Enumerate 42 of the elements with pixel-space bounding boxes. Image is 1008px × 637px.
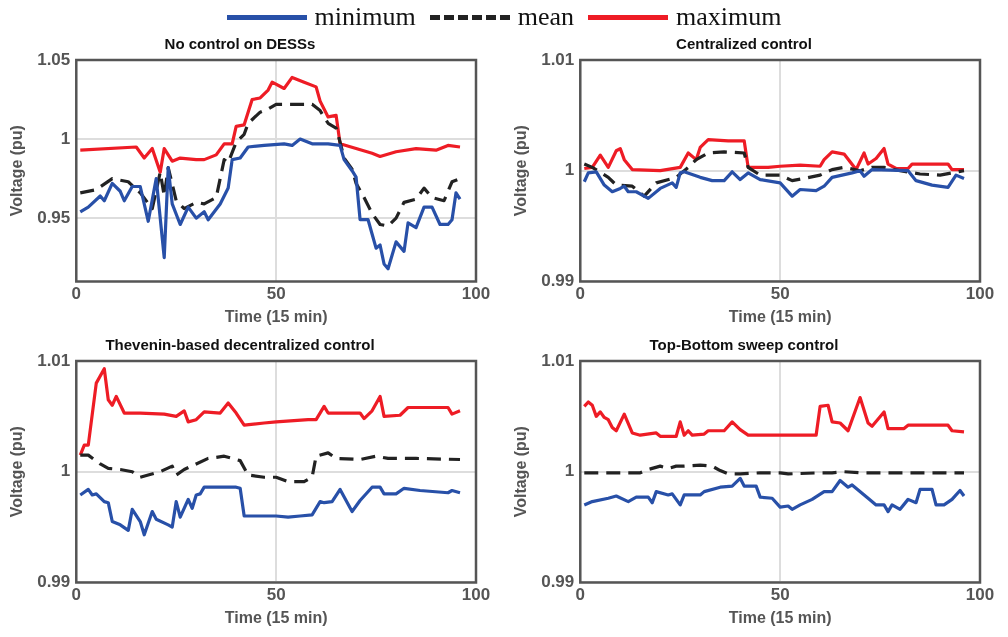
legend-label: maximum [676, 2, 782, 32]
chart-title: No control on DESSs [164, 35, 316, 53]
chart-title: Top-Bottom sweep control [649, 336, 839, 354]
y-axis-title: Voltage (pu) [8, 125, 26, 217]
x-tick-label: 0 [575, 585, 586, 605]
y-axis-title: Voltage (pu) [8, 426, 26, 518]
y-tick-label: 1 [564, 461, 575, 481]
y-tick-label: 1 [60, 128, 71, 148]
y-tick-label: 1 [564, 160, 575, 180]
x-tick-label: 50 [770, 284, 790, 304]
x-axis-title: Time (15 min) [224, 608, 328, 626]
y-tick-label: 1 [60, 461, 71, 481]
x-tick-label: 100 [965, 284, 995, 304]
x-axis-title: Time (15 min) [224, 307, 328, 325]
line-series [78, 451, 462, 484]
line-series [582, 150, 966, 198]
x-tick-label: 100 [461, 585, 491, 605]
y-tick-label: 1.01 [541, 49, 575, 69]
y-tick-label: 0.99 [541, 271, 575, 291]
y-axis-title: Voltage (pu) [512, 125, 530, 217]
y-tick-label: 1.01 [37, 350, 71, 370]
x-axis-title: Time (15 min) [728, 608, 832, 626]
x-tick-label: 0 [575, 284, 586, 304]
chart-title: Centralized control [676, 35, 812, 53]
x-axis-title: Time (15 min) [728, 307, 832, 325]
legend-label: minimum [314, 2, 416, 32]
y-tick-label: 1.01 [541, 350, 575, 370]
x-tick-label: 0 [71, 284, 82, 304]
x-tick-label: 0 [71, 585, 82, 605]
y-tick-label: 0.99 [37, 572, 71, 592]
y-axis-title: Voltage (pu) [512, 426, 530, 518]
y-tick-label: 0.95 [37, 207, 71, 227]
x-tick-label: 50 [770, 585, 790, 605]
x-tick-label: 100 [461, 284, 491, 304]
y-tick-label: 1.05 [37, 49, 71, 69]
legend-label: mean [517, 2, 574, 32]
y-tick-label: 0.99 [541, 572, 575, 592]
chart-title: Thevenin-based decentralized control [105, 336, 375, 354]
line-series [582, 463, 966, 476]
x-tick-label: 50 [266, 284, 286, 304]
x-tick-label: 50 [266, 585, 286, 605]
x-tick-label: 100 [965, 585, 995, 605]
